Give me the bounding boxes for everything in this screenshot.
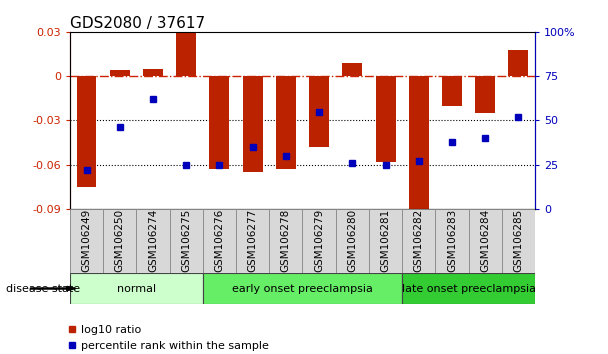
Bar — [409, 76, 429, 209]
Text: GSM106284: GSM106284 — [480, 209, 490, 272]
Bar — [176, 32, 196, 76]
Bar — [369, 209, 402, 273]
Text: disease state: disease state — [6, 284, 80, 293]
Bar — [77, 76, 97, 187]
Text: GSM106250: GSM106250 — [115, 209, 125, 272]
Text: GSM106281: GSM106281 — [381, 209, 390, 272]
Bar — [203, 209, 236, 273]
Text: GSM106278: GSM106278 — [281, 209, 291, 272]
Bar — [236, 209, 269, 273]
Bar — [269, 209, 302, 273]
Text: GSM106249: GSM106249 — [81, 209, 92, 272]
Text: GDS2080 / 37617: GDS2080 / 37617 — [70, 16, 205, 31]
Text: GSM106280: GSM106280 — [347, 209, 358, 272]
Bar — [442, 76, 462, 105]
Text: GSM106275: GSM106275 — [181, 209, 191, 272]
Bar — [376, 76, 395, 162]
Bar — [243, 76, 263, 172]
Bar — [302, 209, 336, 273]
Legend: log10 ratio, percentile rank within the sample: log10 ratio, percentile rank within the … — [63, 321, 274, 354]
Bar — [402, 209, 435, 273]
Text: normal: normal — [117, 284, 156, 293]
Bar — [402, 273, 535, 304]
Bar — [143, 69, 163, 76]
Bar — [336, 209, 369, 273]
Bar — [276, 76, 296, 169]
Text: GSM106274: GSM106274 — [148, 209, 158, 272]
Text: late onset preeclampsia: late onset preeclampsia — [402, 284, 536, 293]
Text: GSM106279: GSM106279 — [314, 209, 324, 272]
Bar — [502, 209, 535, 273]
Bar — [170, 209, 203, 273]
Text: GSM106285: GSM106285 — [513, 209, 523, 272]
Bar — [309, 76, 329, 147]
Bar — [475, 76, 495, 113]
Text: early onset preeclampsia: early onset preeclampsia — [232, 284, 373, 293]
Text: GSM106283: GSM106283 — [447, 209, 457, 272]
Bar — [70, 273, 203, 304]
Text: GSM106282: GSM106282 — [414, 209, 424, 272]
Bar — [508, 50, 528, 76]
Bar — [209, 76, 229, 169]
Bar — [203, 273, 402, 304]
Text: GSM106276: GSM106276 — [215, 209, 224, 272]
Bar — [469, 209, 502, 273]
Bar — [435, 209, 469, 273]
Text: GSM106277: GSM106277 — [247, 209, 258, 272]
Bar — [103, 209, 136, 273]
Bar — [70, 209, 103, 273]
Bar — [110, 70, 130, 76]
Bar — [342, 63, 362, 76]
Bar — [136, 209, 170, 273]
